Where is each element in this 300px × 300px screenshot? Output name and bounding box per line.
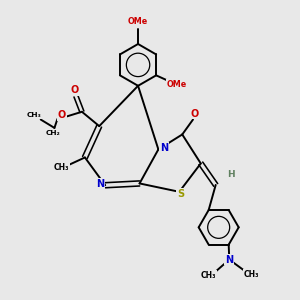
Text: S: S bbox=[177, 189, 184, 199]
Text: CH₃: CH₃ bbox=[244, 270, 259, 279]
Text: CH₃: CH₃ bbox=[201, 271, 216, 280]
Text: OMe: OMe bbox=[166, 80, 187, 89]
Text: H: H bbox=[227, 170, 235, 179]
Text: N: N bbox=[160, 143, 168, 153]
Text: O: O bbox=[58, 110, 66, 120]
Text: CH₃: CH₃ bbox=[54, 163, 69, 172]
Text: CH₂: CH₂ bbox=[46, 130, 60, 136]
Text: N: N bbox=[225, 255, 233, 265]
Text: CH₃: CH₃ bbox=[27, 112, 41, 118]
Text: N: N bbox=[96, 179, 104, 189]
Text: OMe: OMe bbox=[128, 17, 148, 26]
Text: O: O bbox=[190, 109, 198, 118]
Text: O: O bbox=[70, 85, 79, 95]
